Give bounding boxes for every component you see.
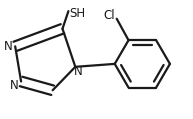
- Text: N: N: [10, 79, 19, 92]
- Text: Cl: Cl: [103, 9, 115, 22]
- Text: N: N: [4, 40, 13, 53]
- Text: N: N: [74, 65, 83, 78]
- Text: SH: SH: [69, 7, 85, 20]
